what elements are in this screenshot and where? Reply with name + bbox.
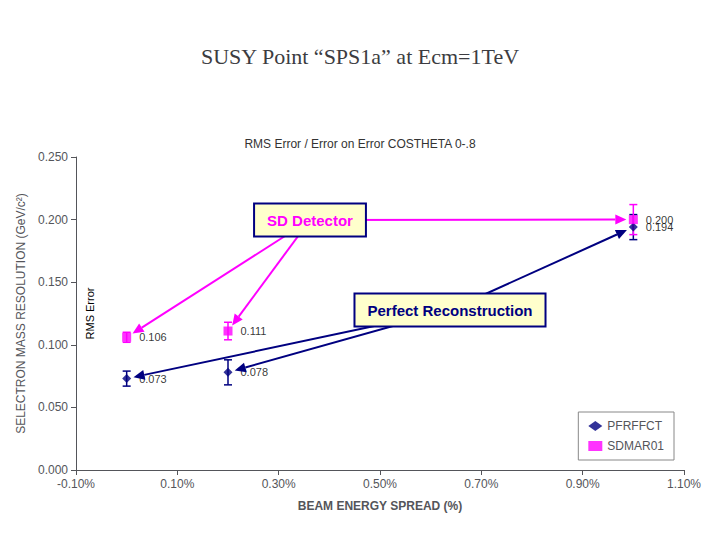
svg-text:RMS Error: RMS Error <box>84 287 96 339</box>
svg-text:-0.10%: -0.10% <box>57 477 95 491</box>
svg-text:0.194: 0.194 <box>645 221 674 234</box>
svg-text:0.70%: 0.70% <box>464 477 498 491</box>
svg-text:PFRFFCT: PFRFFCT <box>607 419 662 433</box>
svg-text:0.000: 0.000 <box>38 463 68 477</box>
svg-text:0.111: 0.111 <box>241 325 267 337</box>
svg-text:Perfect Reconstruction: Perfect Reconstruction <box>367 302 532 319</box>
svg-text:0.200: 0.200 <box>38 213 68 227</box>
svg-text:0.30%: 0.30% <box>262 477 296 491</box>
svg-text:0.10%: 0.10% <box>160 477 194 491</box>
svg-text:0.106: 0.106 <box>139 331 167 343</box>
svg-text:0.150: 0.150 <box>38 275 68 289</box>
svg-text:0.50%: 0.50% <box>363 477 397 491</box>
svg-text:SELECTRON MASS RESOLUTION (GeV: SELECTRON MASS RESOLUTION (GeV/c²) <box>14 193 28 434</box>
svg-text:0.200: 0.200 <box>646 214 674 226</box>
svg-text:BEAM ENERGY SPREAD (%): BEAM ENERGY SPREAD (%) <box>298 499 462 513</box>
svg-text:0.073: 0.073 <box>139 372 167 385</box>
svg-text:RMS Error / Error on Error COS: RMS Error / Error on Error COSTHETA 0-.8 <box>244 137 475 151</box>
svg-text:0.90%: 0.90% <box>566 477 600 491</box>
svg-text:SDMAR01: SDMAR01 <box>607 439 664 453</box>
svg-text:0.250: 0.250 <box>38 150 68 164</box>
svg-text:1.10%: 1.10% <box>667 477 701 491</box>
svg-text:0.078: 0.078 <box>240 366 268 379</box>
svg-text:0.100: 0.100 <box>38 338 68 352</box>
svg-text:SUSY Point “SPS1a” at Ecm=1TeV: SUSY Point “SPS1a” at Ecm=1TeV <box>201 44 519 69</box>
svg-text:SD Detector: SD Detector <box>267 212 353 229</box>
svg-text:0.050: 0.050 <box>38 400 68 414</box>
